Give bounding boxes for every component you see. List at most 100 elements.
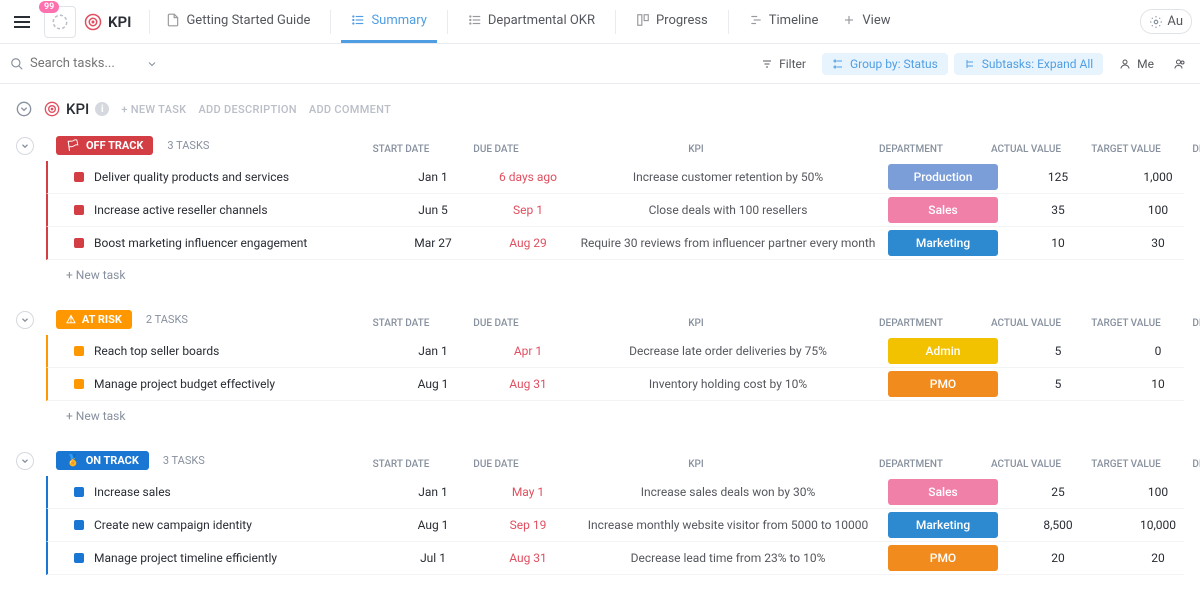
target-value[interactable]: 100 — [1108, 485, 1200, 499]
col-start[interactable]: START DATE — [356, 459, 446, 470]
department-cell[interactable]: Sales — [878, 479, 1008, 505]
actual-value[interactable]: 25 — [1008, 485, 1108, 499]
kpi-text[interactable]: Increase customer retention by 50% — [578, 170, 878, 184]
due-date[interactable]: 6 days ago — [478, 170, 578, 184]
col-due[interactable]: DUE DATE — [446, 144, 546, 155]
add-comment-action[interactable]: ADD COMMENT — [309, 103, 391, 116]
task-status-square[interactable] — [74, 553, 84, 563]
department-cell[interactable]: Marketing — [878, 230, 1008, 256]
task-row[interactable]: Increase sales Jan 1 May 1 Increase sale… — [46, 476, 1184, 509]
task-row[interactable]: Boost marketing influencer engagement Ma… — [46, 227, 1184, 260]
task-row[interactable]: Deliver quality products and services Ja… — [46, 161, 1184, 194]
col-actual[interactable]: ACTUAL VALUE — [976, 144, 1076, 155]
department-cell[interactable]: Admin — [878, 338, 1008, 364]
kpi-text[interactable]: Decrease late order deliveries by 75% — [578, 344, 878, 358]
task-row[interactable]: Manage project budget effectively Aug 1 … — [46, 368, 1184, 401]
department-cell[interactable]: Marketing — [878, 512, 1008, 538]
due-date[interactable]: Sep 19 — [478, 518, 578, 532]
col-dept[interactable]: DEPARTMENT — [846, 144, 976, 155]
actual-value[interactable]: 5 — [1008, 377, 1108, 391]
col-diff[interactable]: DIFFERENCE — [1176, 318, 1200, 329]
add-description-action[interactable]: ADD DESCRIPTION — [198, 103, 296, 116]
task-status-square[interactable] — [74, 238, 84, 248]
kpi-text[interactable]: Close deals with 100 resellers — [578, 203, 878, 217]
department-cell[interactable]: PMO — [878, 371, 1008, 397]
col-actual[interactable]: ACTUAL VALUE — [976, 318, 1076, 329]
col-target[interactable]: TARGET VALUE — [1076, 318, 1176, 329]
target-value[interactable]: 0 — [1108, 344, 1200, 358]
actual-value[interactable]: 8,500 — [1008, 518, 1108, 532]
kpi-text[interactable]: Increase sales deals won by 30% — [578, 485, 878, 499]
target-value[interactable]: 10 — [1108, 377, 1200, 391]
groupby-button[interactable]: Group by: Status — [822, 53, 948, 75]
task-row[interactable]: Create new campaign identity Aug 1 Sep 1… — [46, 509, 1184, 542]
task-status-square[interactable] — [74, 205, 84, 215]
collapse-all-icon[interactable] — [16, 101, 32, 117]
due-date[interactable]: Aug 31 — [478, 377, 578, 391]
status-pill[interactable]: 🏳 OFF TRACK — [56, 136, 153, 155]
actual-value[interactable]: 35 — [1008, 203, 1108, 217]
task-status-square[interactable] — [74, 172, 84, 182]
start-date[interactable]: Jan 1 — [388, 344, 478, 358]
due-date[interactable]: Apr 1 — [478, 344, 578, 358]
start-date[interactable]: Jan 1 — [388, 170, 478, 184]
app-loading-icon[interactable]: 99 — [44, 6, 76, 38]
due-date[interactable]: Aug 31 — [478, 551, 578, 565]
start-date[interactable]: Jan 1 — [388, 485, 478, 499]
menu-icon[interactable] — [8, 10, 36, 34]
department-cell[interactable]: Production — [878, 164, 1008, 190]
col-diff[interactable]: DIFFERENCE — [1176, 459, 1200, 470]
new-task-button[interactable]: + New task — [16, 260, 1184, 282]
tab-departmental-okr[interactable]: Departmental OKR — [458, 0, 605, 43]
tab-summary[interactable]: Summary — [341, 0, 436, 43]
task-row[interactable]: Manage project timeline efficiently Jul … — [46, 542, 1184, 575]
col-diff[interactable]: DIFFERENCE — [1176, 144, 1200, 155]
status-pill[interactable]: ⚠ AT RISK — [56, 310, 132, 329]
start-date[interactable]: Jun 5 — [388, 203, 478, 217]
tab-timeline[interactable]: Timeline — [739, 0, 829, 43]
search-input[interactable] — [30, 56, 140, 71]
kpi-text[interactable]: Require 30 reviews from influencer partn… — [578, 236, 878, 250]
task-status-square[interactable] — [74, 487, 84, 497]
col-kpi[interactable]: KPI — [546, 144, 846, 155]
info-icon[interactable]: i — [95, 102, 109, 116]
assignees-button[interactable] — [1170, 54, 1190, 74]
col-target[interactable]: TARGET VALUE — [1076, 144, 1176, 155]
kpi-text[interactable]: Inventory holding cost by 10% — [578, 377, 878, 391]
tab-progress[interactable]: Progress — [626, 0, 718, 43]
col-due[interactable]: DUE DATE — [446, 459, 546, 470]
actual-value[interactable]: 125 — [1008, 170, 1108, 184]
task-row[interactable]: Reach top seller boards Jan 1 Apr 1 Decr… — [46, 335, 1184, 368]
due-date[interactable]: May 1 — [478, 485, 578, 499]
kpi-text[interactable]: Increase monthly website visitor from 50… — [578, 518, 878, 532]
automations-button[interactable]: Au — [1140, 9, 1192, 34]
task-status-square[interactable] — [74, 379, 84, 389]
task-status-square[interactable] — [74, 346, 84, 356]
new-task-action[interactable]: + NEW TASK — [121, 103, 186, 116]
actual-value[interactable]: 5 — [1008, 344, 1108, 358]
start-date[interactable]: Mar 27 — [388, 236, 478, 250]
collapse-group-icon[interactable] — [16, 311, 34, 329]
target-value[interactable]: 20 — [1108, 551, 1200, 565]
due-date[interactable]: Aug 29 — [478, 236, 578, 250]
col-kpi[interactable]: KPI — [546, 318, 846, 329]
collapse-group-icon[interactable] — [16, 137, 34, 155]
actual-value[interactable]: 20 — [1008, 551, 1108, 565]
col-dept[interactable]: DEPARTMENT — [846, 318, 976, 329]
target-value[interactable]: 100 — [1108, 203, 1200, 217]
collapse-group-icon[interactable] — [16, 452, 34, 470]
start-date[interactable]: Aug 1 — [388, 377, 478, 391]
tab-view[interactable]: View — [832, 0, 900, 43]
target-value[interactable]: 10,000 — [1108, 518, 1200, 532]
kpi-text[interactable]: Decrease lead time from 23% to 10% — [578, 551, 878, 565]
subtasks-button[interactable]: Subtasks: Expand All — [954, 53, 1103, 75]
col-dept[interactable]: DEPARTMENT — [846, 459, 976, 470]
status-pill[interactable]: 🏅 ON TRACK — [56, 451, 149, 470]
new-task-button[interactable]: + New task — [16, 401, 1184, 423]
task-row[interactable]: Increase active reseller channels Jun 5 … — [46, 194, 1184, 227]
actual-value[interactable]: 10 — [1008, 236, 1108, 250]
target-value[interactable]: 30 — [1108, 236, 1200, 250]
me-button[interactable]: Me — [1109, 53, 1164, 75]
col-kpi[interactable]: KPI — [546, 459, 846, 470]
department-cell[interactable]: Sales — [878, 197, 1008, 223]
